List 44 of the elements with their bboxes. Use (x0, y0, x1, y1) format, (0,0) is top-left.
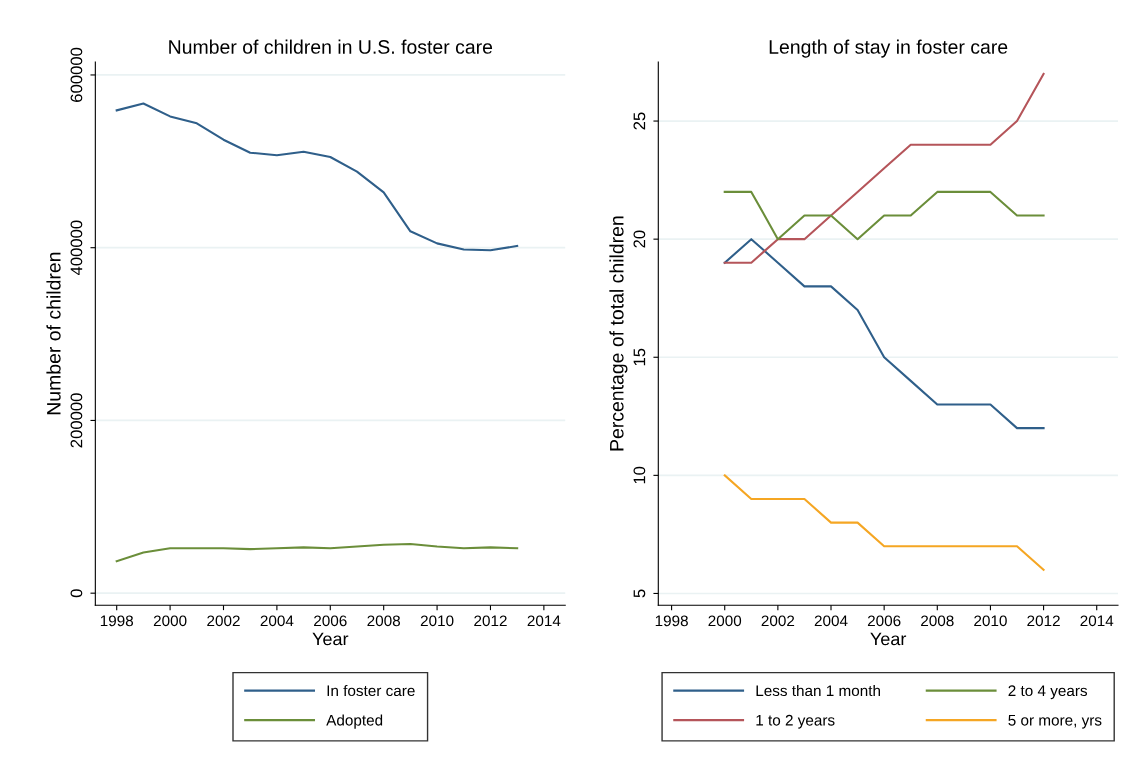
y-tick-label: 200000 (70, 393, 83, 448)
x-tick-label: 2012 (1027, 615, 1060, 627)
x-tick-label: 2004 (814, 615, 848, 627)
y-tick-label: 10 (633, 466, 646, 484)
y-axis-title: Percentage of total children (609, 216, 628, 451)
x-tick-label: 2014 (1080, 615, 1114, 627)
chart-title: Length of stay in foster care (769, 39, 1008, 58)
x-tick-label: 2006 (867, 615, 901, 627)
y-axis-title: Number of children (46, 252, 61, 415)
x-tick-label: 2010 (974, 615, 1007, 627)
line-series (115, 102, 519, 252)
x-tick-label: 2014 (527, 615, 561, 627)
x-tick-label: 2010 (420, 615, 454, 627)
y-tick-label: 20 (633, 230, 646, 248)
legend-label: 1 to 2 years (756, 714, 835, 729)
x-tick-label: 1998 (655, 615, 688, 627)
x-axis-title: Year (870, 632, 907, 646)
x-tick-label: 2000 (708, 615, 742, 627)
y-tick-label: 25 (633, 112, 646, 130)
legend-label: Less than 1 month (756, 684, 880, 697)
y-tick-label: 5 (633, 589, 646, 598)
legend-label: In foster care (327, 684, 415, 697)
legend-label: Adopted (326, 714, 383, 729)
x-tick-label: 2008 (367, 615, 401, 627)
legend-label: 5 or more, yrs (1008, 714, 1102, 729)
x-axis-title: Year (312, 632, 349, 646)
x-tick-label: 2002 (761, 615, 795, 627)
line-series (723, 72, 1045, 264)
x-tick-label: 2008 (921, 615, 954, 627)
y-tick-label: 15 (633, 348, 646, 366)
x-tick-label: 2004 (260, 615, 294, 627)
y-tick-label: 600000 (70, 47, 83, 102)
x-tick-label: 2006 (314, 615, 347, 627)
x-tick-label: 2002 (207, 615, 240, 627)
line-series (723, 238, 1045, 430)
y-tick-label: 0 (70, 589, 83, 598)
x-tick-label: 2012 (474, 615, 507, 627)
line-series (723, 474, 1045, 571)
x-tick-label: 2000 (153, 615, 187, 627)
x-tick-label: 1998 (100, 615, 134, 627)
y-tick-label: 400000 (70, 220, 83, 276)
legend-label: 2 to 4 years (1008, 685, 1088, 700)
line-series (115, 542, 519, 563)
chart-title: Number of children in U.S. foster care (169, 39, 493, 54)
